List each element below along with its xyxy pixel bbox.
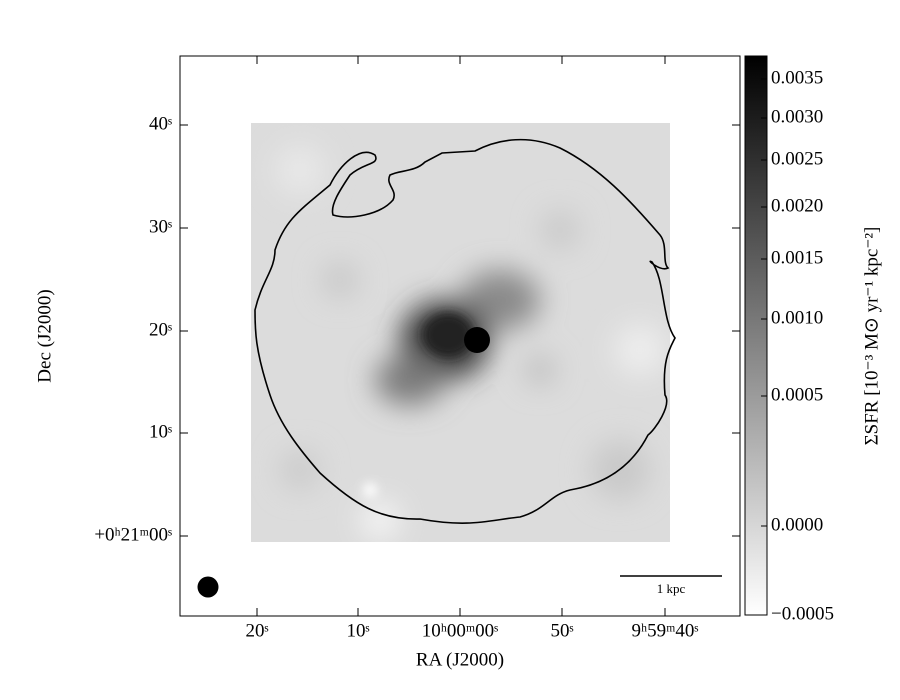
colorbar-tick-label: 0.0000	[771, 514, 823, 535]
x-tick-label: 50ˢ	[550, 620, 573, 641]
colorbar	[744, 55, 768, 616]
colorbar-tick-label: 0.0035	[771, 67, 823, 88]
colorbar-tick-label: 0.0030	[771, 106, 823, 127]
colorbar-tick-label: 0.0025	[771, 148, 823, 169]
x-tick-label: 10ʰ00ᵐ00ˢ	[422, 620, 498, 641]
y-tick-label: +0ʰ21ᵐ00ˢ	[94, 524, 172, 545]
y-tick-label: 30ˢ	[149, 216, 172, 237]
y-tick-label: 10ˢ	[149, 421, 172, 442]
colorbar-tick-label: 0.0010	[771, 307, 823, 328]
x-tick-label: 10ˢ	[346, 620, 369, 641]
colorbar-tick-label: −0.0005	[771, 603, 834, 624]
beam	[197, 576, 219, 598]
colorbar-tick-label: 0.0005	[771, 384, 823, 405]
x-axis-label: RA (J2000)	[416, 649, 504, 670]
x-tick-label: 20ˢ	[245, 620, 268, 641]
colorbar-tick-label: 0.0015	[771, 247, 823, 268]
colorbar-label: ΣSFR [10⁻³ M⊙ yr⁻¹ kpc⁻²]	[861, 227, 882, 446]
scale-bar-label: 1 kpc	[657, 581, 686, 596]
contour	[254, 138, 676, 524]
x-tick-label: 9ʰ59ᵐ40ˢ	[632, 620, 699, 641]
y-tick-label: 40ˢ	[149, 113, 172, 134]
y-axis-label: Dec (J2000)	[34, 289, 55, 382]
colorbar-tick-label: 0.0020	[771, 195, 823, 216]
y-tick-label: 20ˢ	[149, 319, 172, 340]
sfr-map	[251, 123, 670, 542]
